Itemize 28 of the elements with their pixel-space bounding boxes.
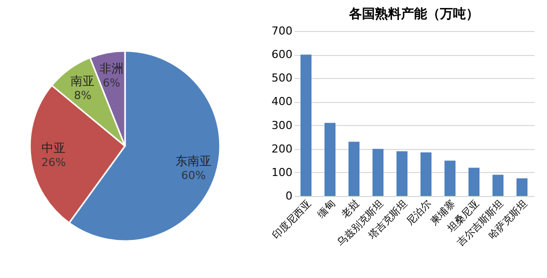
bar [348,142,360,196]
y-tick-label: 200 [272,142,292,156]
y-tick-label: 100 [272,166,292,179]
bar [492,174,504,196]
y-tick-label: 300 [272,118,292,132]
slice-label: 非洲 [100,61,124,76]
y-tick-label: 600 [272,48,292,62]
bar [516,178,528,196]
bar [372,148,384,196]
data-label: 60% [181,169,206,182]
data-label: 8% [74,88,92,102]
slice-label: 中亚 [42,141,66,156]
bar [324,122,336,196]
y-tick-label: 0 [286,190,292,202]
bar [396,151,408,196]
chart-title: 各国熟料产能（万吨） [348,6,479,22]
data-label: 26% [41,156,66,170]
slice-label: 南亚 [70,74,95,88]
y-tick-label: 700 [272,24,292,38]
slice-label: 东南亚 [175,154,212,168]
bar [468,168,480,196]
bar [420,152,432,196]
data-label: 6% [102,76,120,90]
y-tick-label: 500 [272,72,292,85]
bar [300,54,312,196]
bar [444,160,456,196]
y-tick-label: 400 [272,95,292,108]
x-tick-label: 缅甸 [315,198,338,220]
